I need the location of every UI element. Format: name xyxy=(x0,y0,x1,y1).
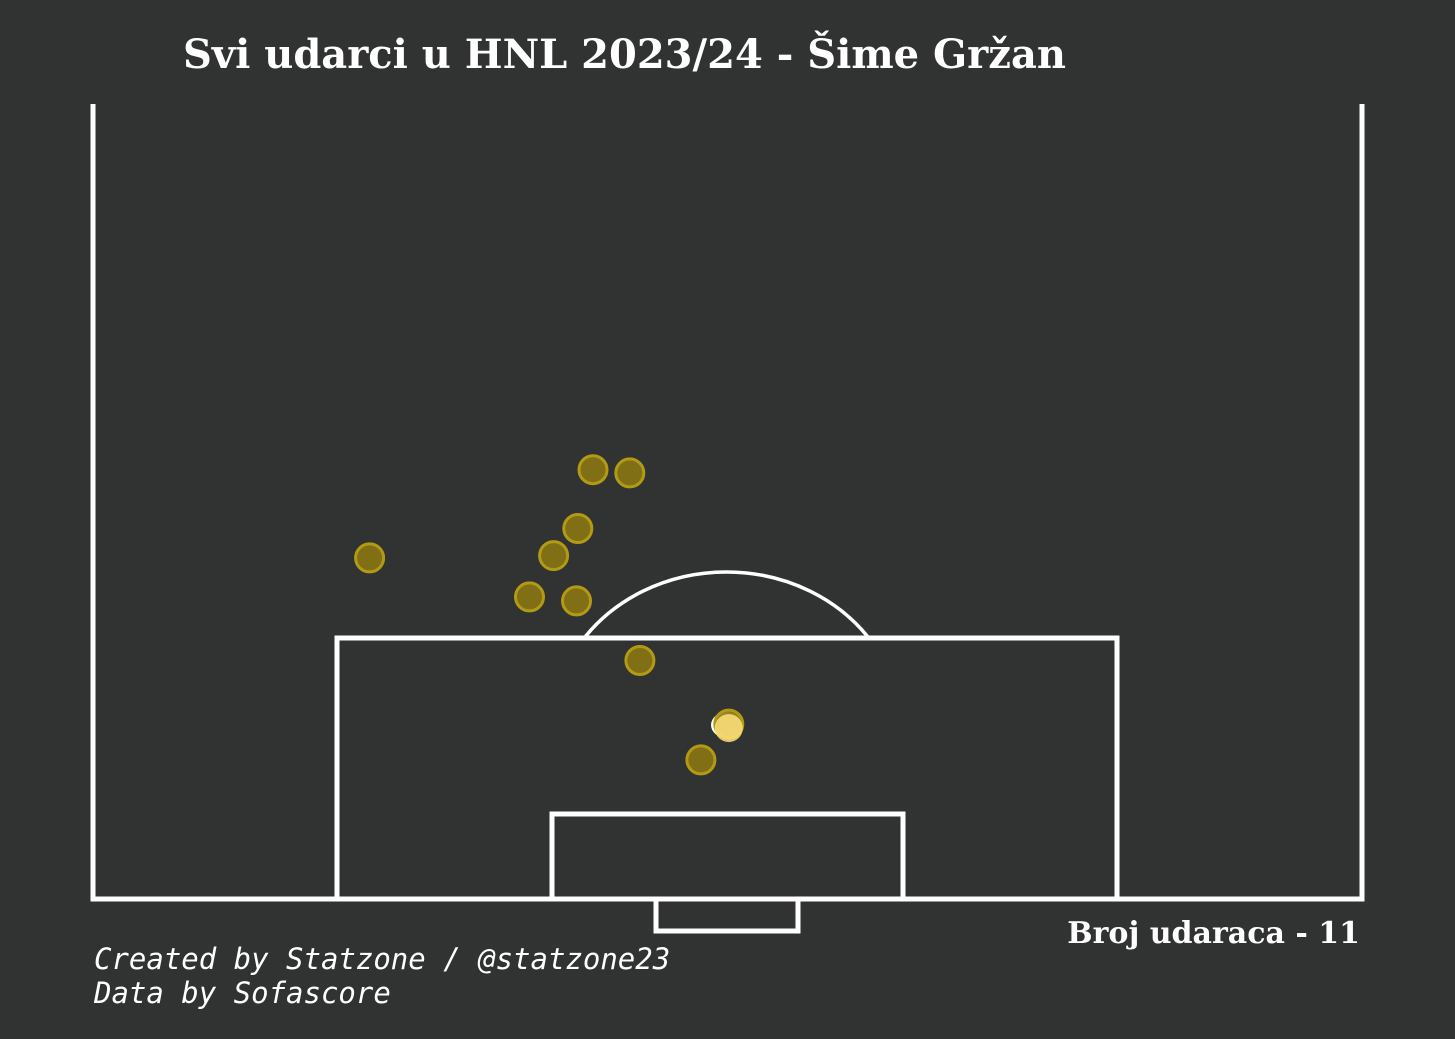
shot-point xyxy=(614,457,646,489)
pitch-lines xyxy=(90,104,1365,934)
shot-point xyxy=(354,542,386,574)
credit-line-2: Data by Sofascore xyxy=(93,976,391,1010)
shot-count-label: Broj udaraca - 11 xyxy=(1067,916,1360,951)
shot-point xyxy=(562,513,594,544)
shot-point xyxy=(685,744,717,776)
six-yard-box xyxy=(549,811,906,899)
pitch-outline xyxy=(90,104,1365,902)
credit-line-1: Created by Statzone / @statzone23 xyxy=(94,942,670,976)
goal xyxy=(653,899,801,934)
chart-title: Svi udarci u HNL 2023/24 - Šime Gržan xyxy=(183,31,1066,78)
penalty-area xyxy=(334,635,1120,899)
shot-point xyxy=(714,714,743,743)
shots-layer xyxy=(354,454,745,776)
shot-point xyxy=(577,454,609,486)
shot-point xyxy=(538,540,570,572)
shot-point xyxy=(624,645,656,676)
shot-point xyxy=(561,585,592,617)
penalty-arc xyxy=(583,570,870,639)
shot-point xyxy=(514,581,545,613)
